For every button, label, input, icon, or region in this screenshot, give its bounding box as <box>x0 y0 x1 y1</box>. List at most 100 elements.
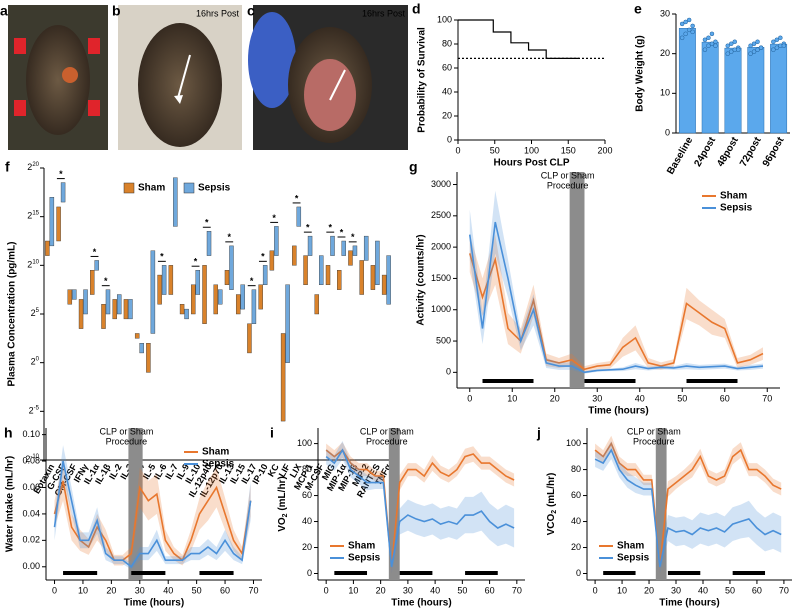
significance: * <box>104 276 108 286</box>
x-tick-label: 0 <box>593 585 598 595</box>
x-axis-label: Time (hours) <box>124 598 184 609</box>
label-sub: 2 <box>551 510 558 514</box>
range-bar <box>341 240 346 256</box>
legend-label: Sham <box>202 447 229 458</box>
range-bar <box>247 323 252 354</box>
x-tick-label: 50 <box>192 585 202 595</box>
dark-period <box>131 571 166 575</box>
chart-j: j 0 20 40 60 80 100 0 10 20 30 40 50 60 70 Time (hours)… <box>536 425 792 609</box>
range-bar <box>49 196 55 247</box>
significance: * <box>205 218 209 228</box>
range-bar <box>112 299 117 320</box>
x-tick-label: 60 <box>485 585 495 595</box>
x-tick-label: 60 <box>720 393 730 403</box>
tick-base: 2 <box>27 162 32 172</box>
tick-exponent: -5 <box>34 405 40 411</box>
y-tick-label: 2-10 <box>25 454 39 465</box>
range-bar <box>179 304 185 315</box>
range-bar <box>60 182 66 203</box>
panel-letter: b <box>112 3 121 19</box>
y-tick-label: 20 <box>442 110 452 120</box>
legend-label: Sham <box>617 541 644 552</box>
legend-label: Sepsis <box>617 553 650 564</box>
y-tick-label: 2000 <box>431 242 451 252</box>
range-bar <box>274 226 279 256</box>
tape <box>14 100 26 116</box>
range-bar <box>280 333 286 422</box>
y-tick-label: 0.04 <box>22 508 40 518</box>
point <box>774 45 780 50</box>
label-text: VO <box>277 517 288 532</box>
series-line <box>325 448 515 568</box>
point <box>751 41 757 46</box>
panel-letter: h <box>4 425 13 441</box>
procedure-shade <box>655 428 667 580</box>
y-tick-label: 100 <box>297 438 312 448</box>
x-tick-label: 70 <box>762 393 772 403</box>
mouse <box>26 25 90 135</box>
range-bar <box>303 255 308 286</box>
mouse <box>138 23 222 147</box>
label-sub: 2 <box>282 513 289 517</box>
tick-base: 2 <box>31 357 36 367</box>
significance: * <box>340 227 344 237</box>
significance: * <box>306 223 310 233</box>
y-axis-label: Body Weight (g) <box>635 35 646 111</box>
range-bar <box>370 265 376 290</box>
point <box>706 43 711 48</box>
range-bar <box>206 231 212 256</box>
x-tick-label: 70 <box>248 585 258 595</box>
range-bar <box>213 284 218 315</box>
range-bar <box>83 289 88 315</box>
dark-period <box>603 571 636 575</box>
point <box>713 39 718 45</box>
tick-base: 2 <box>27 211 32 221</box>
label-rest: (mL/hr) <box>546 473 557 510</box>
bar <box>678 28 696 134</box>
dark-period <box>584 379 636 383</box>
annotation: CLP or Sham <box>99 426 153 436</box>
range-bar <box>94 260 99 271</box>
series-line <box>325 448 515 568</box>
point <box>774 37 780 43</box>
point <box>702 47 708 52</box>
point <box>771 47 776 52</box>
tick-base: 2 <box>27 260 32 270</box>
range-bar <box>386 255 391 305</box>
point <box>725 43 730 48</box>
range-bar <box>191 284 196 315</box>
y-tick-label: 40 <box>442 86 452 96</box>
x-axis-label: Time (hours) <box>391 598 451 609</box>
range-bar <box>307 235 313 256</box>
x-tick-label: 30 <box>671 585 681 595</box>
x-tick-label: 150 <box>561 145 576 155</box>
range-bar <box>150 250 156 334</box>
error-band <box>469 234 763 373</box>
range-bar <box>348 250 353 266</box>
y-tick-label: 0.08 <box>22 455 40 465</box>
range-bar <box>375 240 380 285</box>
y-tick-label: 2500 <box>431 210 451 220</box>
range-bar <box>258 284 263 310</box>
range-bar <box>90 270 95 295</box>
y-tick-label: 3000 <box>431 179 451 189</box>
range-bar <box>240 284 245 310</box>
range-bar <box>184 308 189 320</box>
x-tick-label: 60 <box>752 585 762 595</box>
procedure-shade <box>569 172 585 388</box>
x-tick-label: 10 <box>507 393 517 403</box>
range-bar <box>101 304 106 329</box>
point <box>729 41 734 46</box>
tape <box>88 100 100 116</box>
point <box>713 43 718 48</box>
y-tick-label: 0 <box>576 568 581 578</box>
x-tick-label: 40 <box>163 585 173 595</box>
range-bar <box>314 294 320 315</box>
x-tick-label: 0 <box>52 585 57 595</box>
series-line <box>53 460 252 568</box>
range-bar <box>123 299 129 320</box>
range-bar <box>157 274 162 305</box>
point <box>781 43 787 48</box>
